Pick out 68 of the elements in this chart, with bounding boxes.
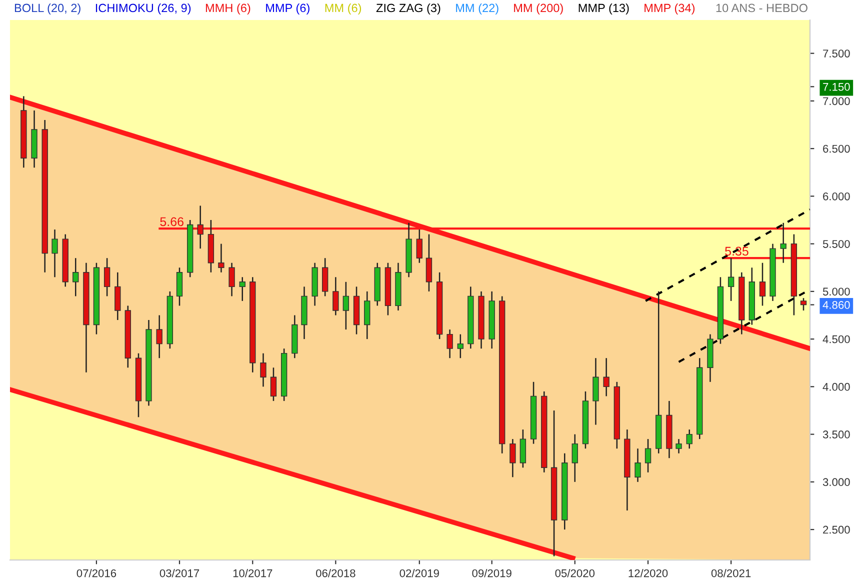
x-tick-label: 09/2019 <box>472 569 512 578</box>
y-tick-label: 2.500 <box>823 526 850 534</box>
y-tick-label: 4.000 <box>822 382 850 391</box>
x-tick-label: 02/2019 <box>400 569 439 578</box>
text: MMP (34) <box>644 4 694 14</box>
x-tick-label: 03/2017 <box>160 569 200 578</box>
x-tick-label: 05/2020 <box>555 569 595 578</box>
candlestick <box>634 448 641 483</box>
y-tick-label: 4.860 <box>822 301 850 309</box>
candlestick <box>156 314 162 359</box>
y-tick-label: 6.000 <box>823 192 850 200</box>
candlestick <box>510 438 516 478</box>
y-tick-label: 3.000 <box>822 478 850 486</box>
candlestick <box>270 366 277 402</box>
candlestick <box>52 228 58 278</box>
x-tick-label: 12/2020 <box>628 569 668 578</box>
y-tick-label: 7.150 <box>823 82 850 91</box>
candlestick <box>457 334 464 359</box>
candlestick <box>364 290 370 340</box>
text: MM (6) <box>325 4 362 14</box>
candlestick <box>572 434 578 483</box>
y-tick-label: 5.000 <box>822 288 850 296</box>
candlestick <box>676 438 682 454</box>
candlestick <box>416 228 422 264</box>
candlestick <box>759 262 766 306</box>
y-tick-label: 7.500 <box>823 50 850 58</box>
x-tick-label: 06/2018 <box>316 569 356 578</box>
candlestick <box>218 243 224 274</box>
text: MM (22) <box>456 4 498 14</box>
annotation: 5.66 <box>160 217 184 226</box>
candlestick <box>260 352 266 388</box>
candlestick <box>800 297 807 312</box>
candlestick <box>603 357 610 397</box>
candlestick <box>114 272 121 321</box>
candlestick <box>228 262 235 297</box>
candlestick <box>239 276 246 302</box>
candlestick <box>176 266 183 306</box>
text: MMH (6) <box>206 4 250 14</box>
annotation: 5.35 <box>725 246 748 256</box>
x-tick-label: 10/2017 <box>233 569 272 578</box>
y-tick-label: 3.500 <box>822 430 850 438</box>
candlestick <box>426 234 432 292</box>
candlestick <box>780 222 786 264</box>
candlestick <box>72 257 79 297</box>
candlestick <box>197 205 204 250</box>
candlestick <box>322 257 328 297</box>
candlestick <box>728 257 734 302</box>
text: MMP (13) <box>578 4 629 14</box>
y-tick-label: 6.500 <box>823 144 850 153</box>
text: BOLL (20, 2) <box>14 4 80 14</box>
x-tick-label: 08/2021 <box>711 569 751 578</box>
candlestick <box>686 428 692 450</box>
candlestick <box>104 257 110 297</box>
text: MMP (6) <box>266 4 310 14</box>
text: ZIG ZAG (3) <box>376 4 440 14</box>
text: ICHIMOKU (26, 9) <box>96 4 191 14</box>
text: 10 ANS - HEBDO <box>716 4 808 12</box>
candlestick <box>592 357 599 426</box>
y-tick-label: 7.000 <box>823 97 850 106</box>
x-tick-label: 07/2016 <box>76 569 116 578</box>
candlestick <box>332 276 339 316</box>
candlestick <box>644 438 652 474</box>
candlestick <box>342 281 350 330</box>
y-tick-label: 5.500 <box>822 240 850 248</box>
candlestick <box>520 428 526 468</box>
candlestick <box>446 328 453 359</box>
text: MM (200) <box>514 4 563 14</box>
y-tick-label: 4.500 <box>822 335 850 344</box>
